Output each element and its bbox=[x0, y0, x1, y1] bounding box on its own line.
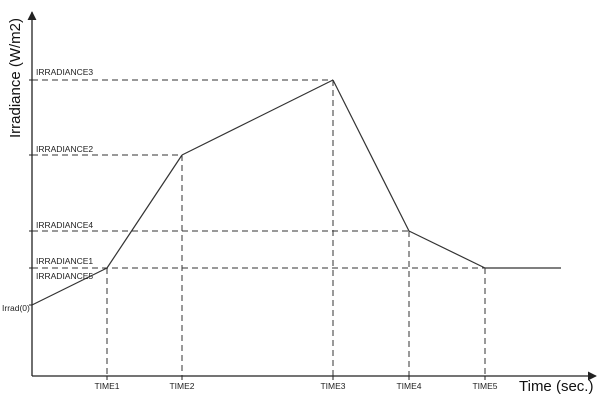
x-label-time5: TIME5 bbox=[472, 381, 497, 391]
profile-segment-5 bbox=[408, 230, 486, 269]
y-label-irradiance4: IRRADIANCE4 bbox=[36, 220, 93, 230]
y-label-irrad0: Irrad(0) bbox=[2, 303, 30, 313]
y-label-irradiance5: IRRADIANCE5 bbox=[36, 271, 93, 281]
y-tick-labels: Irrad(0) IRRADIANCE1 IRRADIANCE5 IRRADIANCE… bbox=[2, 67, 93, 313]
x-axis-title: Time (sec.) bbox=[519, 378, 593, 395]
x-label-time4: TIME4 bbox=[396, 381, 421, 391]
profile-segment-4 bbox=[332, 79, 410, 232]
y-label-irradiance3: IRRADIANCE3 bbox=[36, 67, 93, 77]
y-label-irradiance1: IRRADIANCE1 bbox=[36, 256, 93, 266]
y-label-irradiance2: IRRADIANCE2 bbox=[36, 144, 93, 154]
irradiance-profile-series bbox=[31, 79, 561, 306]
profile-segment-2 bbox=[106, 154, 183, 269]
x-label-time1: TIME1 bbox=[94, 381, 119, 391]
x-label-time2: TIME2 bbox=[169, 381, 194, 391]
x-label-time3: TIME3 bbox=[320, 381, 345, 391]
x-tick-labels: TIME1 TIME2 TIME3 TIME4 TIME5 bbox=[94, 381, 497, 391]
axis-ticks bbox=[29, 79, 486, 380]
dashed-guide-lines bbox=[32, 79, 486, 376]
profile-segment-1 bbox=[31, 267, 108, 306]
profile-segment-3 bbox=[181, 79, 334, 156]
y-axis-title: Irradiance (W/m2) bbox=[7, 18, 24, 138]
